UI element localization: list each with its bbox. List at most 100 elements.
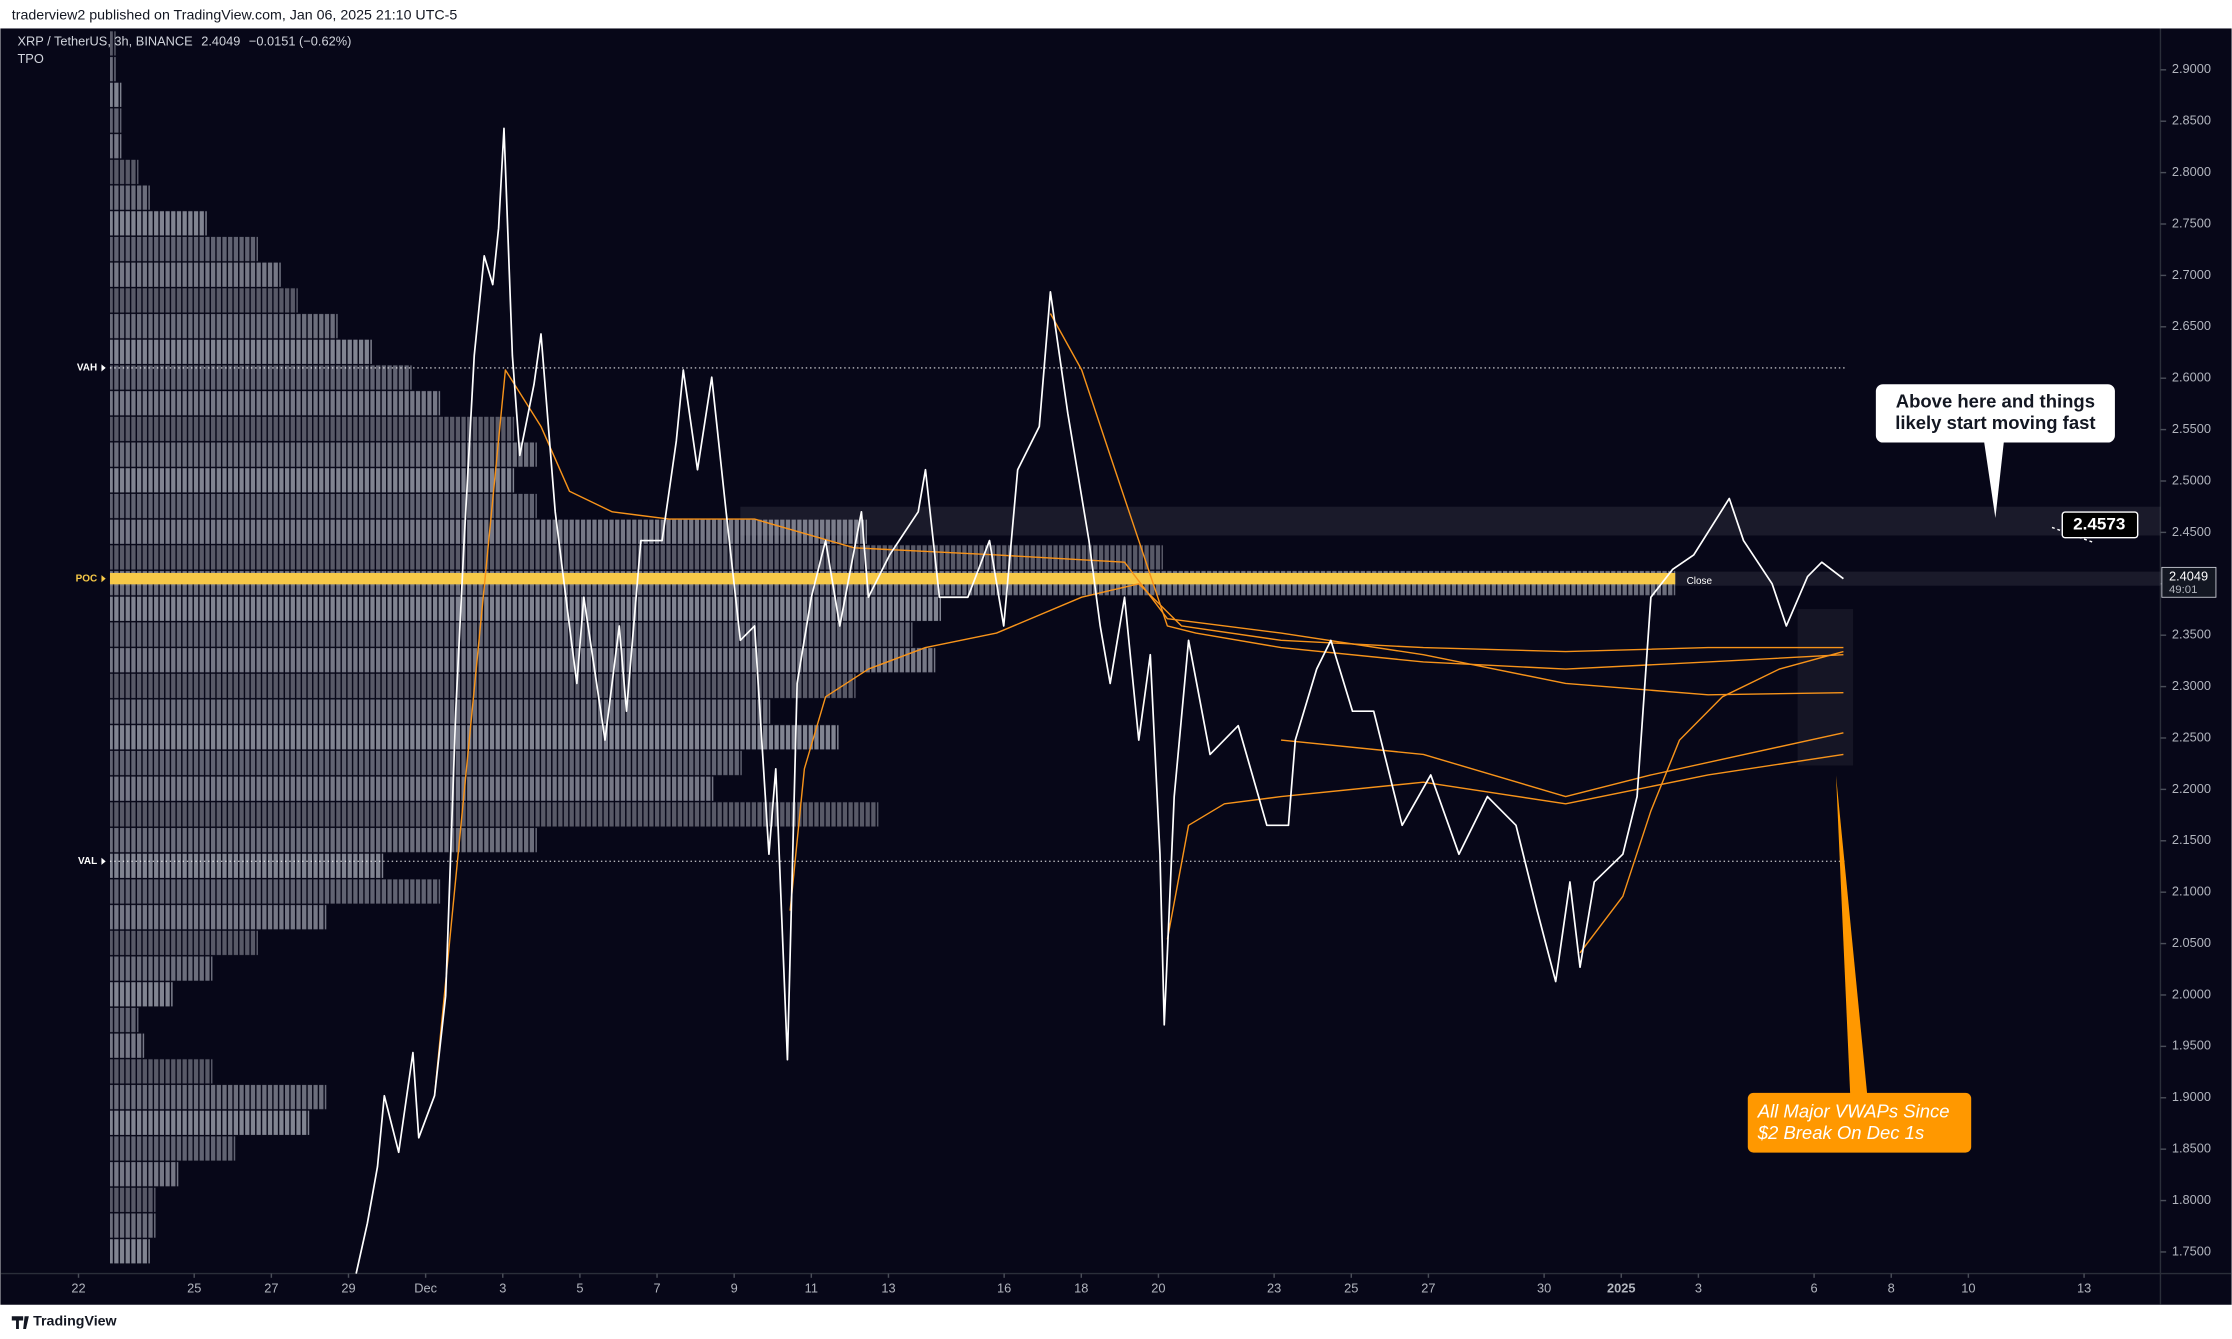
x-tick-label: 9 [731,1281,738,1296]
tpo-row [109,1059,213,1084]
tpo-row [109,545,1163,570]
tpo-row [109,622,913,647]
note-text: Above here and things [1896,391,2095,412]
x-tick-label: Dec [414,1281,437,1296]
y-tick-label: 2.6500 [2172,318,2211,333]
x-tick-label: 29 [341,1281,355,1296]
tpo-row [109,1136,236,1161]
symbol-name: XRP / TetherUS, 3h, BINANCE [17,34,192,49]
vwap-line [433,369,1844,1096]
tpo-row [109,1213,156,1238]
note-text: likely start moving fast [1895,412,2095,433]
vwap-line [789,583,1844,911]
poc-line [109,572,1676,585]
tpo-row [109,827,537,853]
x-tick-label: 6 [1811,1281,1818,1296]
y-tick-label: 2.9000 [2172,61,2211,76]
tpo-row [109,108,122,133]
tpo-row [109,262,281,287]
marker-label: 2.4573 [2073,514,2125,533]
x-tick-label: 16 [997,1281,1011,1296]
y-tick-label: 2.6000 [2172,370,2211,385]
tpo-row [109,879,441,904]
tpo-row [109,236,258,262]
note-pointer [1984,441,2004,518]
tpo-row [109,930,258,955]
close-label: Close [1687,576,1713,587]
y-tick-label: 1.8500 [2172,1141,2211,1156]
top-bar [0,0,2232,29]
tpo-row [109,134,122,159]
y-tick-label: 2.0500 [2172,935,2211,950]
y-tick-label: 2.1000 [2172,884,2211,899]
footer [0,1304,2232,1339]
y-tick-label: 2.1500 [2172,832,2211,847]
level-label: POC [76,573,98,584]
marker-box [2061,511,2139,539]
price-line [355,127,1844,1274]
last-price-box [2161,566,2217,598]
x-tick-label: 22 [71,1281,85,1296]
x-tick-label: 30 [1537,1281,1551,1296]
x-tick-label: 2025 [1607,1281,1635,1296]
logo [11,1316,29,1330]
tpo-row [109,982,173,1007]
x-tick-label: 11 [805,1281,818,1296]
tpo-row [109,82,122,107]
tpo-row [109,1084,327,1110]
y-tick-label: 2.3000 [2172,678,2211,693]
y-tick-label: 1.9000 [2172,1089,2211,1104]
plot: 1.7500 1.8000 1.8500 1.9000 1.9500 2.0000 2.05… [71,31,2217,1296]
vwap-zone [1797,609,1854,766]
level-label: VAL [78,856,97,867]
note-text: $2 Break On Dec 1s [1757,1122,1924,1143]
x-tick-label: 10 [1961,1281,1975,1296]
change: −0.0151 (−0.62%) [249,34,351,49]
x-tick-label: 3 [1695,1281,1702,1296]
profile [109,31,1676,1264]
marker-pointer [2049,525,2093,543]
y-tick-label: 2.7500 [2172,215,2211,230]
tpo-row [109,956,213,981]
y-tick-label: 1.7500 [2172,1243,2211,1258]
tpo-row [109,725,839,750]
tpo-row [109,56,116,82]
y-tick-label: 2.5500 [2172,421,2211,436]
y-tick-label: 2.5000 [2172,472,2211,487]
tpo-row [109,159,139,185]
x-tick-label: 27 [264,1281,278,1296]
x-tick-label: 27 [1421,1281,1435,1296]
note-box [1875,384,2115,443]
vwap-line [1579,650,1844,954]
last-price: 2.4049 [201,34,240,49]
vwap-line [1166,753,1844,940]
y-tick-label: 1.8000 [2172,1192,2211,1207]
tpo-row [109,699,771,724]
note-text: All Major VWAPs Since [1757,1101,1950,1122]
tpo-row [109,1239,150,1264]
tpo-row [109,31,116,56]
y-tick-label: 2.3500 [2172,627,2211,642]
x-tick-label: 8 [1888,1281,1895,1296]
tpo-row [109,468,515,493]
level-label: VAH [77,363,97,374]
tpo-row [109,648,936,673]
y-tick-label: 2.2000 [2172,781,2211,796]
level-arrow [101,575,106,583]
tpo-row [109,1033,145,1058]
x-tick-label: 20 [1151,1281,1165,1296]
x-tick-label: 3 [499,1281,506,1296]
tpo-row [109,802,879,827]
zone [740,506,2161,536]
tpo-row [109,211,207,236]
tpo-row [109,185,150,210]
y-tick-label: 2.7000 [2172,267,2211,282]
tpo-row [109,288,298,313]
vwap-line [1049,313,1844,670]
vwap-line [1280,732,1844,798]
y-tick-label: 2.8000 [2172,164,2211,179]
tpo-row [109,365,412,390]
y-tick-label: 2.2500 [2172,729,2211,744]
